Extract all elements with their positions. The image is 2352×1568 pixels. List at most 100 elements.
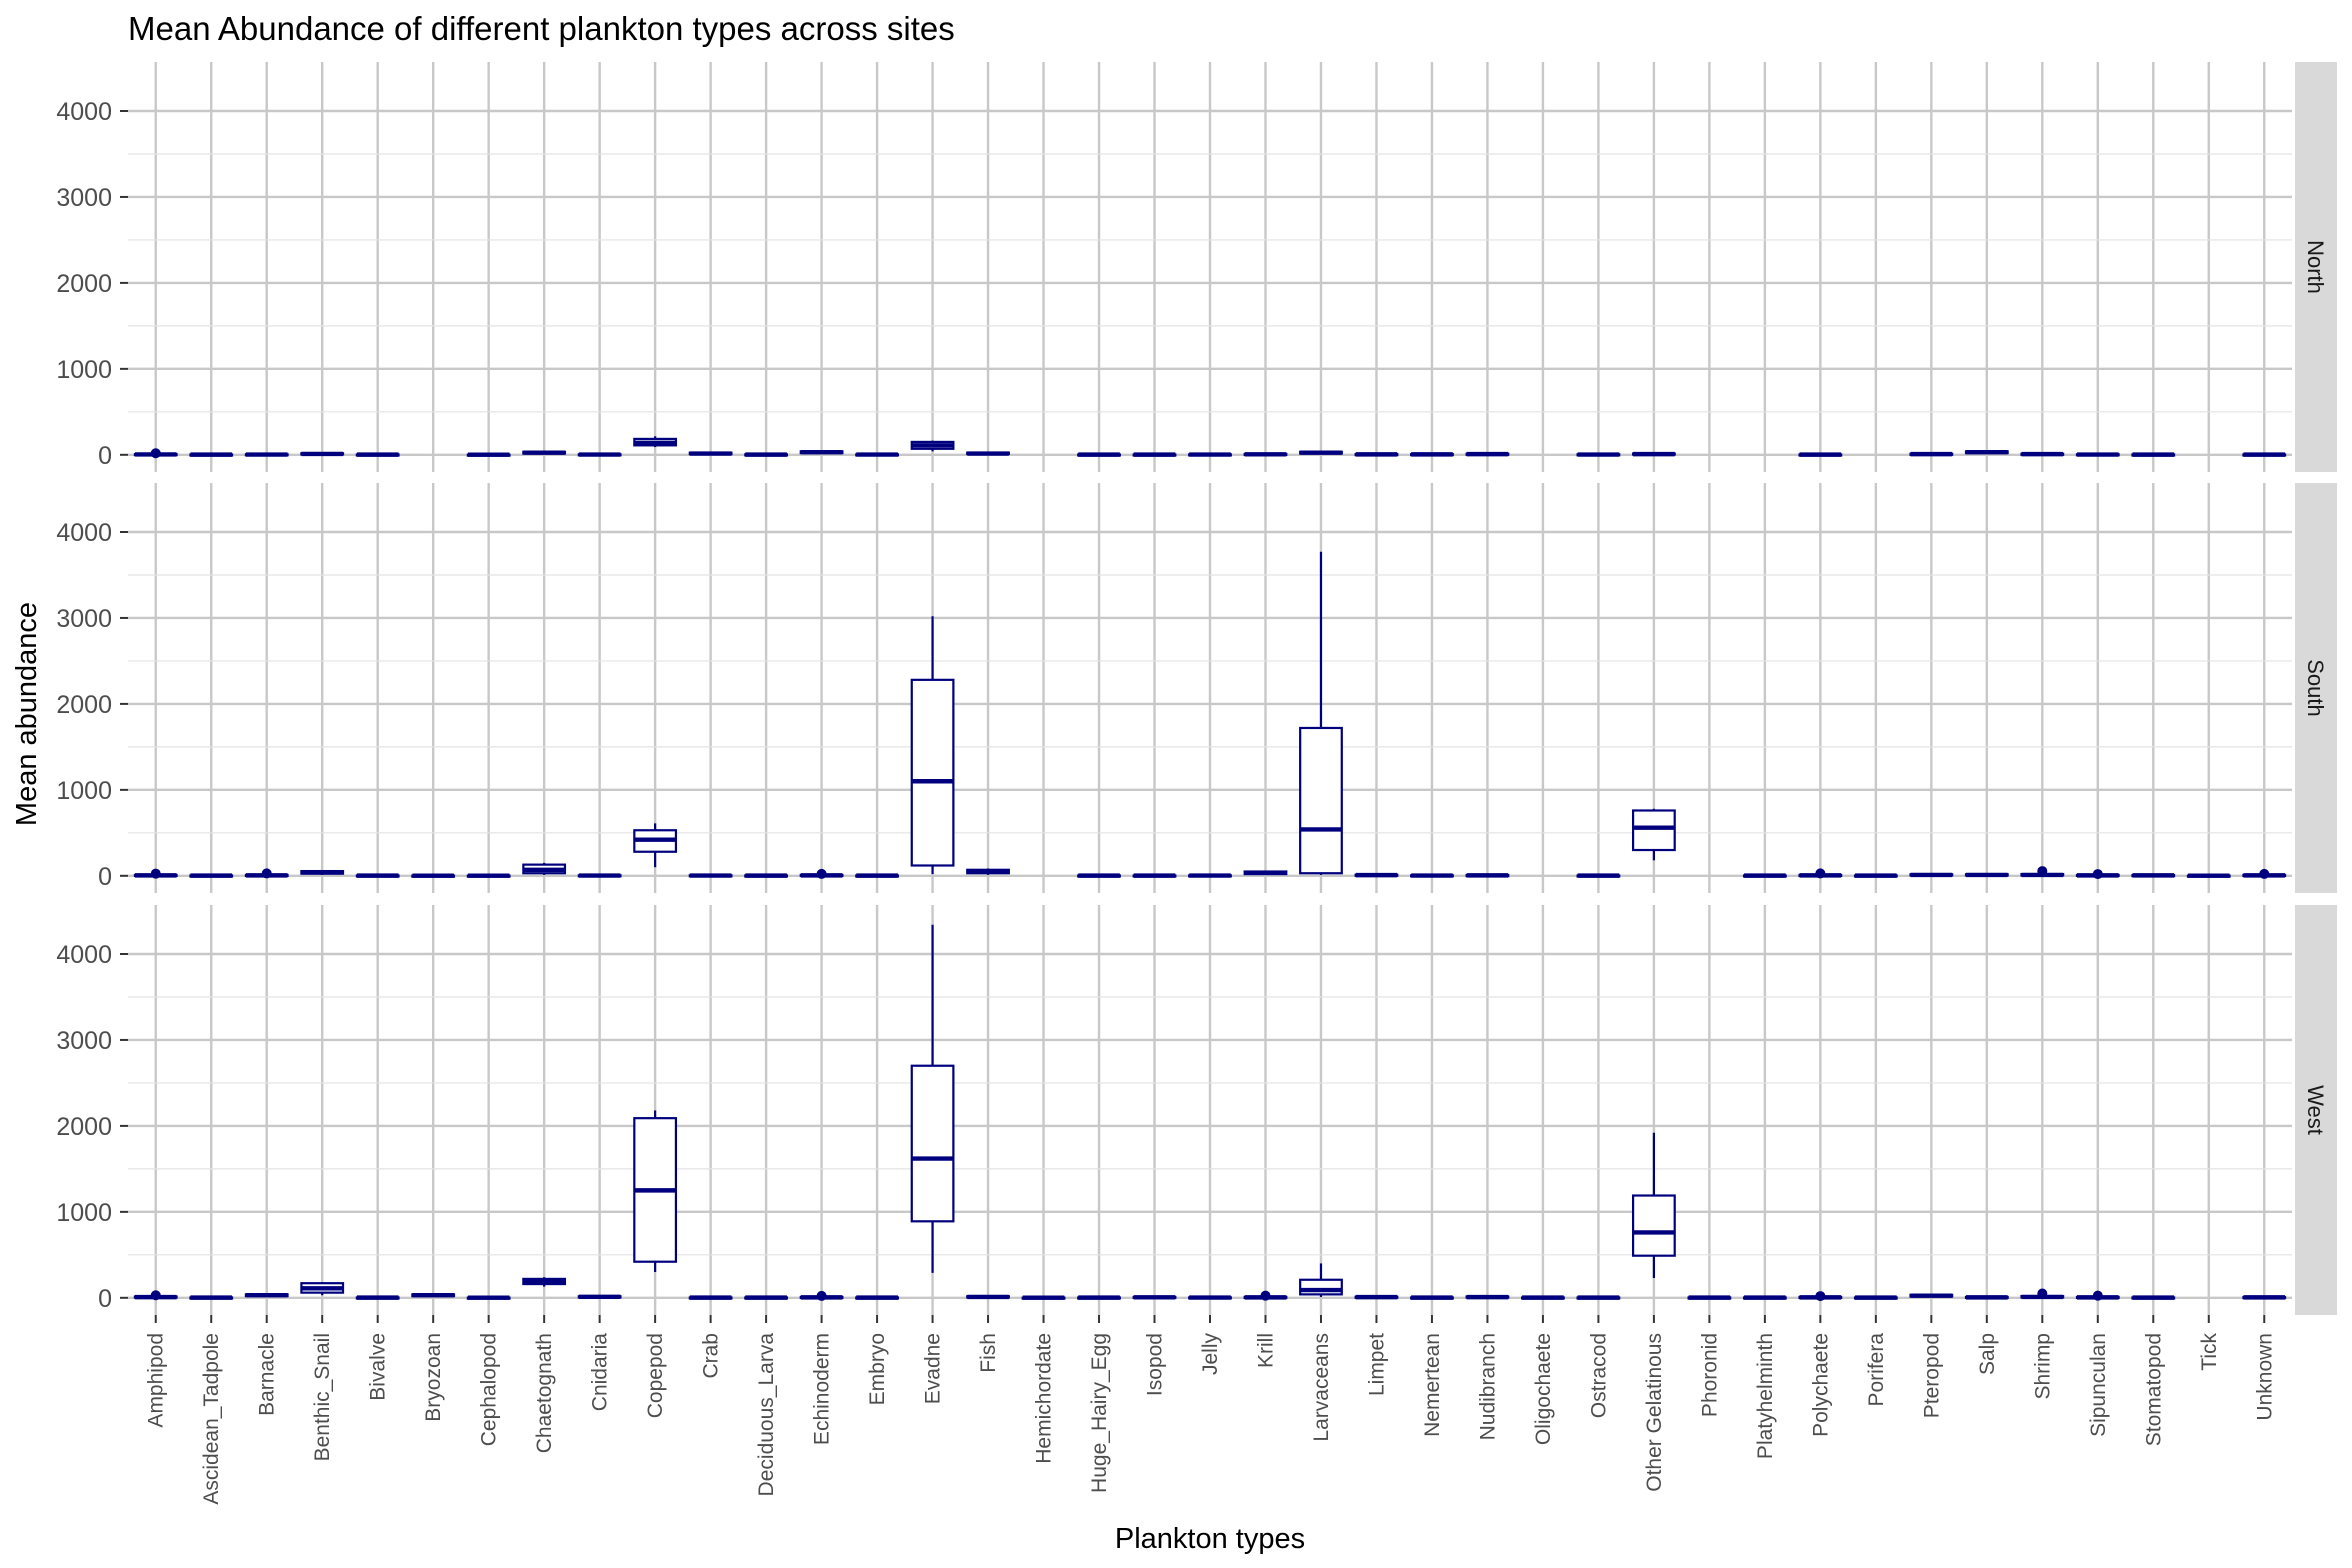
box-salp [1964, 1295, 2009, 1300]
box-crab [688, 1295, 733, 1300]
box-polychaete [1798, 868, 1843, 879]
y-tick-label: 4000 [56, 519, 112, 547]
box-iqr [910, 1064, 955, 1223]
x-tick-label: Amphipod [145, 1333, 168, 1428]
box-ostracod [1576, 1295, 1621, 1300]
box-stomatopod [2131, 452, 2176, 457]
x-tick-label: Other Gelatinous [1643, 1333, 1666, 1492]
x-tick-label: Unknown [2253, 1333, 2276, 1421]
x-tick-label: Fish [977, 1333, 1000, 1373]
x-tick-label: Embryo [866, 1333, 889, 1405]
box-isopod [1132, 452, 1177, 457]
x-tick-label: Bryozoan [422, 1333, 445, 1422]
box-fish [966, 868, 1010, 875]
box-deciduous-larva [744, 1295, 789, 1300]
x-tick-label: Barnacle [256, 1333, 279, 1416]
box-cephalopod [466, 452, 511, 457]
box-sipunculan [2075, 1290, 2120, 1301]
box-ascidean-tadpole [189, 1295, 234, 1300]
outlier-point [150, 1290, 161, 1301]
box-nudibranch [1465, 451, 1510, 457]
box-oligochaete [1521, 1295, 1565, 1300]
box-shrimp [2020, 866, 2065, 878]
x-tick-label: Ascidean_Tadpole [200, 1333, 223, 1505]
x-tick-label: Phoronid [1698, 1333, 1721, 1417]
x-tick-label: Evadne [922, 1333, 945, 1404]
panel-south: 0 1000 2000 3000 4000 South [56, 483, 2337, 893]
outlier-point [816, 868, 827, 879]
facet-panels: 0 1000 2000 3000 4000 North 0 1000 2000 3000 4000 S… [56, 62, 2337, 1315]
box-copepod [633, 1110, 678, 1273]
box-cephalopod [466, 1295, 511, 1300]
box-nudibranch [1465, 873, 1510, 878]
outlier-point [2092, 1290, 2103, 1301]
box-limpet [1354, 872, 1399, 878]
y-tick-label: 4000 [56, 941, 112, 969]
outlier-point [1815, 1291, 1826, 1302]
box-other-gelatinous [1631, 808, 1676, 861]
box-nemertean [1410, 873, 1454, 878]
outlier-point [1815, 868, 1826, 879]
y-tick-label: 0 [98, 863, 112, 891]
box-unknown [2242, 868, 2287, 879]
facet-strip-label-west: West [2303, 1085, 2328, 1135]
box-larvaceans [1299, 1263, 1343, 1297]
box-huge-hairy-egg [1077, 1295, 1121, 1300]
outlier-point [2092, 869, 2103, 880]
box-deciduous-larva [744, 452, 789, 457]
box-crab [688, 451, 733, 456]
box-stomatopod [2131, 1295, 2176, 1300]
y-axis-title: Mean abundance [11, 602, 43, 826]
x-tick-label: Shrimp [2031, 1333, 2054, 1400]
box-benthic-snail [300, 451, 345, 457]
box-cnidaria [577, 1294, 622, 1299]
box-embryo [855, 1295, 899, 1300]
y-tick-label: 3000 [56, 184, 112, 212]
y-tick-label: 2000 [56, 691, 112, 719]
box-benthic-snail [300, 1282, 345, 1296]
box-salp [1964, 872, 2009, 878]
x-axis-ticks: Amphipod Ascidean_Tadpole Barnacle Benthic_… [145, 1315, 2276, 1505]
box-echinoderm [799, 450, 844, 455]
box-iqr [910, 678, 955, 867]
panel-west: 0 1000 2000 3000 4000 West [56, 905, 2337, 1315]
box-polychaete [1798, 452, 1843, 457]
box-cnidaria [577, 873, 622, 878]
box-fish [966, 451, 1010, 456]
box-tick [2186, 873, 2231, 878]
x-tick-label: Benthic_Snail [311, 1333, 334, 1461]
box-chaetognath [522, 450, 567, 455]
facet-strip [2295, 62, 2337, 472]
x-tick-label: Ostracod [1587, 1333, 1610, 1418]
box-porifera [1853, 873, 1898, 878]
box-pteropod [1909, 451, 1954, 457]
x-axis-title: Plankton types [1115, 1523, 1305, 1555]
box-echinoderm [799, 1290, 844, 1301]
box-iqr [1299, 726, 1343, 875]
box-huge-hairy-egg [1077, 452, 1121, 457]
box-bryozoan [411, 1293, 456, 1298]
box-amphipod [133, 448, 178, 459]
y-tick-label: 3000 [56, 605, 112, 633]
box-nemertean [1410, 1295, 1454, 1300]
x-tick-label: Salp [1976, 1333, 1999, 1375]
box-ostracod [1576, 452, 1621, 457]
box-ostracod [1576, 873, 1621, 878]
box-bivalve [355, 873, 400, 878]
x-tick-label: Crab [700, 1333, 723, 1379]
chart-title: Mean Abundance of different plankton typ… [128, 10, 955, 47]
y-tick-label: 2000 [56, 1113, 112, 1141]
x-tick-label: Cnidaria [589, 1333, 612, 1412]
x-tick-label: Copepod [644, 1333, 667, 1418]
outlier-point [150, 868, 161, 879]
outlier-point [261, 868, 272, 879]
box-isopod [1132, 1295, 1177, 1300]
box-phoronid [1687, 1295, 1732, 1300]
box-evadne [910, 440, 955, 452]
outlier-point [1260, 1290, 1271, 1301]
box-deciduous-larva [744, 873, 789, 878]
box-jelly [1188, 452, 1232, 457]
box-huge-hairy-egg [1077, 873, 1121, 878]
box-porifera [1853, 1295, 1898, 1300]
